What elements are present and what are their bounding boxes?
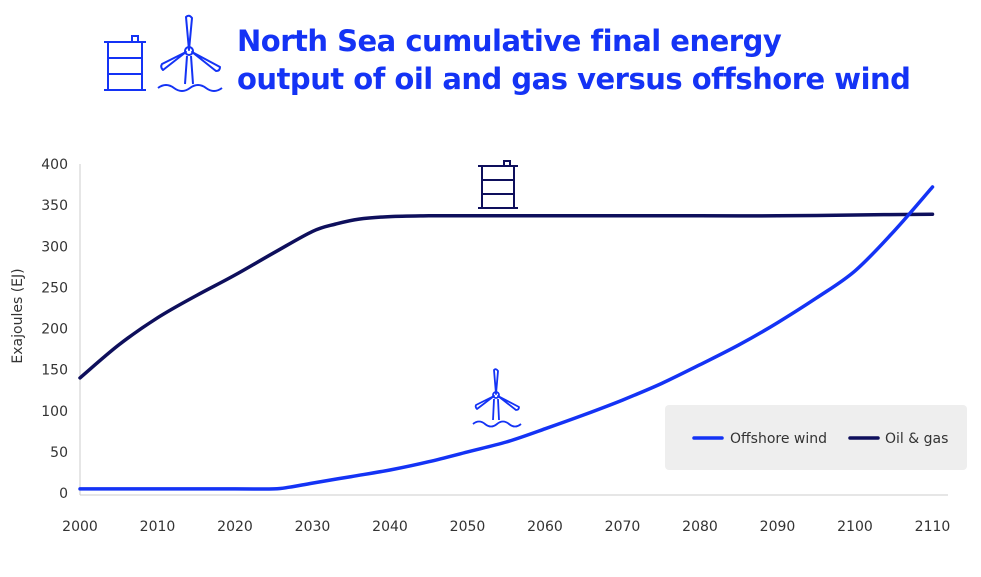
series-line-oil-gas: [78, 212, 935, 380]
x-tick-label: 2000: [62, 519, 98, 535]
x-tick-label: 2040: [372, 519, 408, 535]
annotations: [472, 160, 522, 428]
y-tick-label: 100: [41, 404, 68, 420]
legend: Offshore wind Oil & gas: [665, 405, 967, 470]
x-tick-label: 2060: [527, 519, 563, 535]
oil-barrel-icon: [478, 160, 518, 209]
legend-box: [665, 405, 967, 470]
chart-title-line-1: North Sea cumulative final energy: [237, 24, 782, 58]
y-tick-label: 150: [41, 363, 68, 379]
x-tick-label: 2070: [605, 519, 641, 535]
y-tick-label: 0: [59, 486, 68, 502]
legend-item-offshore-wind: Offshore wind: [692, 431, 827, 447]
series-line-offshore-wind: [78, 185, 935, 491]
x-tick-label: 2100: [837, 519, 873, 535]
legend-item-oil-gas: Oil & gas: [848, 431, 948, 447]
y-axis-title: Exajoules (EJ): [10, 268, 26, 363]
legend-label-offshore-wind: Offshore wind: [730, 431, 827, 447]
x-tick-label: 2080: [682, 519, 718, 535]
x-tick-label: 2090: [760, 519, 796, 535]
oil-barrel-icon: [104, 35, 146, 91]
x-tick-label: 2020: [217, 519, 253, 535]
x-tick-label: 2110: [915, 519, 951, 535]
y-tick-label: 50: [50, 445, 68, 461]
x-tick-label: 2050: [450, 519, 486, 535]
chart-title: North Sea cumulative final energy output…: [237, 22, 911, 98]
legend-label-oil-gas: Oil & gas: [885, 431, 948, 447]
series-layer: [78, 185, 935, 491]
y-tick-label: 250: [41, 280, 68, 296]
axes: 0 50 100 150 200 250 300 350 400 2000 2010 2020 2030…: [10, 157, 950, 535]
y-tick-label: 400: [41, 157, 68, 173]
header: North Sea cumulative final energy output…: [100, 12, 960, 107]
wind-turbine-icon: [472, 368, 522, 428]
chart-title-line-2: output of oil and gas versus offshore wi…: [237, 62, 911, 96]
y-tick-label: 300: [41, 239, 68, 255]
wind-turbine-icon: [157, 14, 223, 92]
y-tick-label: 200: [41, 322, 68, 338]
y-tick-label: 350: [41, 198, 68, 214]
x-tick-label: 2030: [295, 519, 331, 535]
x-tick-label: 2010: [140, 519, 176, 535]
